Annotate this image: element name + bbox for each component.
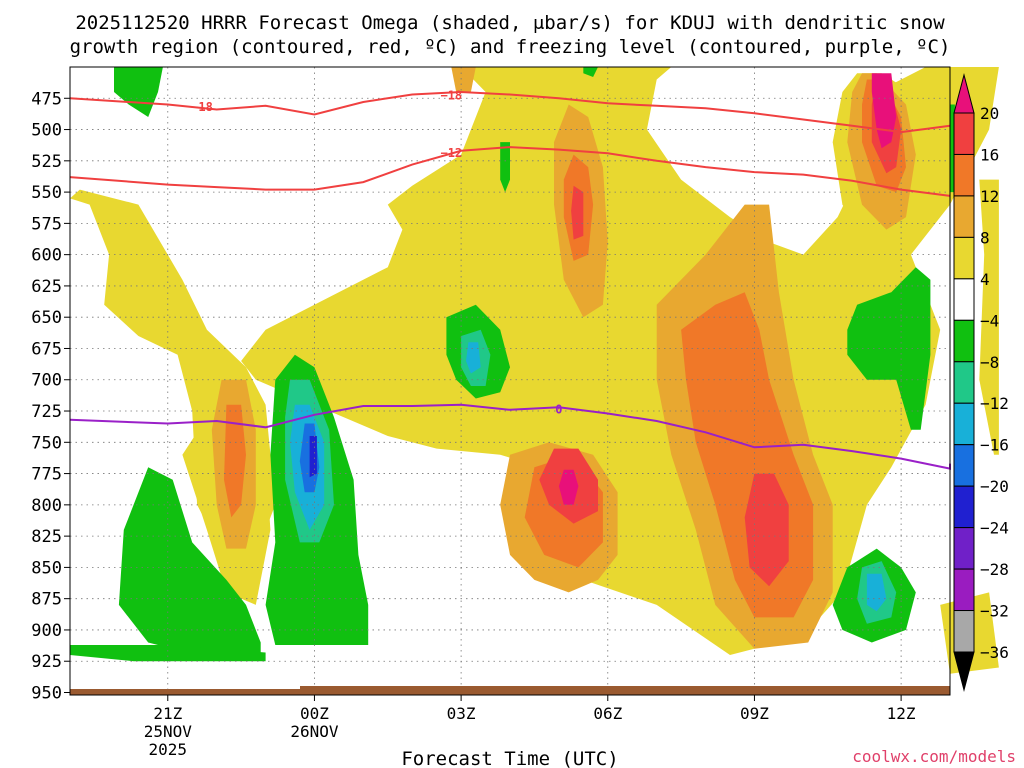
colorbar-segment-4 [953, 236, 975, 280]
omega-pos-20-area-1 [558, 469, 579, 505]
x-tick-label-09Z: 09Z [740, 704, 769, 723]
x-tick-label-03Z: 03Z [447, 704, 476, 723]
colorbar-bottom-arrow [953, 651, 975, 692]
omega-neg-4-area-2 [118, 467, 261, 655]
y-tick-label-475: 475 [31, 89, 62, 109]
x-axis-label: Forecast Time (UTC) [401, 748, 618, 768]
y-tick-label-675: 675 [31, 339, 62, 359]
x-tick-label-21Z: 21Z [153, 704, 182, 723]
y-tick-label-550: 550 [31, 183, 62, 203]
colorbar-segment-1 [953, 112, 975, 155]
y-tick-label-600: 600 [31, 246, 62, 266]
y-tick-label-725: 725 [31, 402, 62, 422]
y-tick-label-700: 700 [31, 371, 62, 391]
colorbar-segment-6 [953, 319, 975, 363]
colorbar-segment-5 [953, 278, 975, 321]
y-tick-label-825: 825 [31, 527, 62, 547]
omega-neg-4-area-10 [70, 645, 266, 662]
colorbar-label-7: −12 [980, 394, 1009, 413]
x-tick-label-06Z: 06Z [593, 704, 622, 723]
y-tick-label-500: 500 [31, 121, 62, 141]
omega-pos-16-area-1 [744, 473, 789, 587]
y-tick-label-775: 775 [31, 465, 62, 485]
x-tick-year-21Z: 2025 [149, 740, 188, 759]
contour-dgz-bottom [69, 146, 951, 197]
colorbar-label-5: −4 [980, 311, 999, 330]
contour-label-dgz-top-2: −18 [440, 89, 462, 103]
y-tick-label-900: 900 [31, 621, 62, 641]
y-tick-label-850: 850 [31, 558, 62, 578]
contour-label-dgz-bottom: −12 [440, 146, 462, 160]
omega-shading [70, 67, 999, 674]
y-tick-label-950: 950 [31, 683, 62, 703]
x-tick-label-12Z: 12Z [887, 704, 916, 723]
y-tick-label-800: 800 [31, 496, 62, 516]
omega-pos-12-area-4 [224, 404, 246, 518]
colorbar-segment-8 [953, 402, 975, 446]
colorbar-segment-7 [953, 361, 975, 404]
omega-neg-12-area-2 [466, 342, 481, 374]
colorbar-segment-10 [953, 485, 975, 529]
colorbar-label-1: 16 [980, 145, 999, 164]
credit-text: coolwx.com/models [852, 747, 1016, 766]
plot-frame [69, 66, 951, 696]
omega-neg-4-area-7 [500, 142, 510, 193]
colorbar-label-4: 4 [980, 270, 990, 289]
ground-strip [70, 686, 950, 695]
contour-label-freezing-level: 0 [555, 403, 562, 417]
omega-neg-4-area-1 [114, 67, 163, 117]
colorbar-segment-11 [953, 527, 975, 570]
y-tick-label-650: 650 [31, 308, 62, 328]
y-tick-label-875: 875 [31, 590, 62, 610]
y-tick-label-625: 625 [31, 277, 62, 297]
omega-neg-4-area-9 [583, 67, 598, 77]
contour-freezing-level [69, 403, 951, 470]
gridlines [70, 67, 950, 695]
y-tick-label-525: 525 [31, 152, 62, 172]
y-tick-label-575: 575 [31, 214, 62, 234]
colorbar-label-13: −36 [980, 643, 1009, 662]
colorbar-label-11: −28 [980, 560, 1009, 579]
colorbar-label-12: −32 [980, 602, 1009, 621]
temperature-contours: −18 −18 −12 0 [69, 89, 951, 470]
colorbar-label-9: −20 [980, 477, 1009, 496]
contour-dgz-top [69, 90, 951, 134]
omega-neg-20-area-1 [309, 436, 317, 478]
omega-neg-4-area-6 [847, 267, 931, 430]
colorbar-label-2: 12 [980, 187, 999, 206]
x-tick-label-00Z: 00Z [300, 704, 329, 723]
y-axis: 475 500 525 550 575 600 625 650 675 700 725 750 775 8… [31, 89, 70, 703]
colorbar-segment-2 [953, 153, 975, 197]
omega-pos-4-area-6 [979, 179, 999, 455]
x-tick-date-00Z: 26NOV [290, 722, 339, 741]
colorbar-segment-13 [953, 610, 975, 653]
colorbar-label-6: −8 [980, 353, 999, 372]
chart-title-line1: 2025112520 HRRR Forecast Omega (shaded, … [75, 12, 945, 34]
colorbar-segment-9 [953, 444, 975, 487]
colorbar-label-10: −24 [980, 519, 1009, 538]
x-tick-date-21Z: 25NOV [144, 722, 193, 741]
chart-title-line2: growth region (contoured, red, ºC) and f… [70, 36, 951, 58]
colorbar-label-8: −16 [980, 436, 1009, 455]
colorbar-segment-12 [953, 568, 975, 612]
colorbar: 20 16 12 8 4 −4 −8 −12 −16 −20 −24 −28 −32 −36 [953, 73, 1009, 692]
y-tick-label-750: 750 [31, 433, 62, 453]
colorbar-label-0: 20 [980, 104, 999, 123]
y-tick-label-925: 925 [31, 652, 62, 672]
colorbar-label-3: 8 [980, 228, 990, 247]
omega-neg-12-area-3 [866, 573, 887, 612]
contour-label-dgz-top-1: −18 [191, 100, 213, 114]
colorbar-segment-3 [953, 195, 975, 238]
omega-pos-16-area-4 [571, 185, 584, 240]
omega-pos-8-area-6 [451, 67, 476, 92]
